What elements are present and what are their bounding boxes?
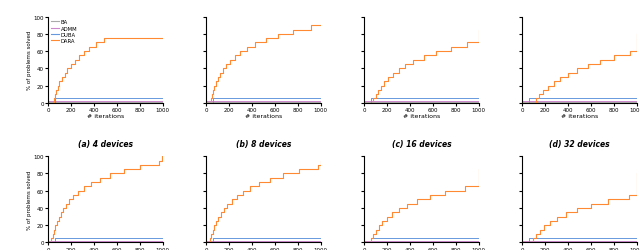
Y-axis label: % of problems solved: % of problems solved bbox=[27, 170, 32, 229]
Text: (c) 16 devices: (c) 16 devices bbox=[392, 140, 451, 148]
Text: (a) 4 devices: (a) 4 devices bbox=[78, 140, 132, 148]
Y-axis label: % of problems solved: % of problems solved bbox=[27, 31, 32, 90]
Text: (b) 8 devices: (b) 8 devices bbox=[236, 140, 291, 148]
X-axis label: # iterations: # iterations bbox=[561, 114, 598, 119]
X-axis label: # iterations: # iterations bbox=[403, 114, 440, 119]
Legend: BA, ADMM, DUBA, DARA: BA, ADMM, DUBA, DARA bbox=[51, 20, 77, 44]
X-axis label: # iterations: # iterations bbox=[86, 114, 124, 119]
Text: (d) 32 devices: (d) 32 devices bbox=[549, 140, 610, 148]
X-axis label: # iterations: # iterations bbox=[244, 114, 282, 119]
